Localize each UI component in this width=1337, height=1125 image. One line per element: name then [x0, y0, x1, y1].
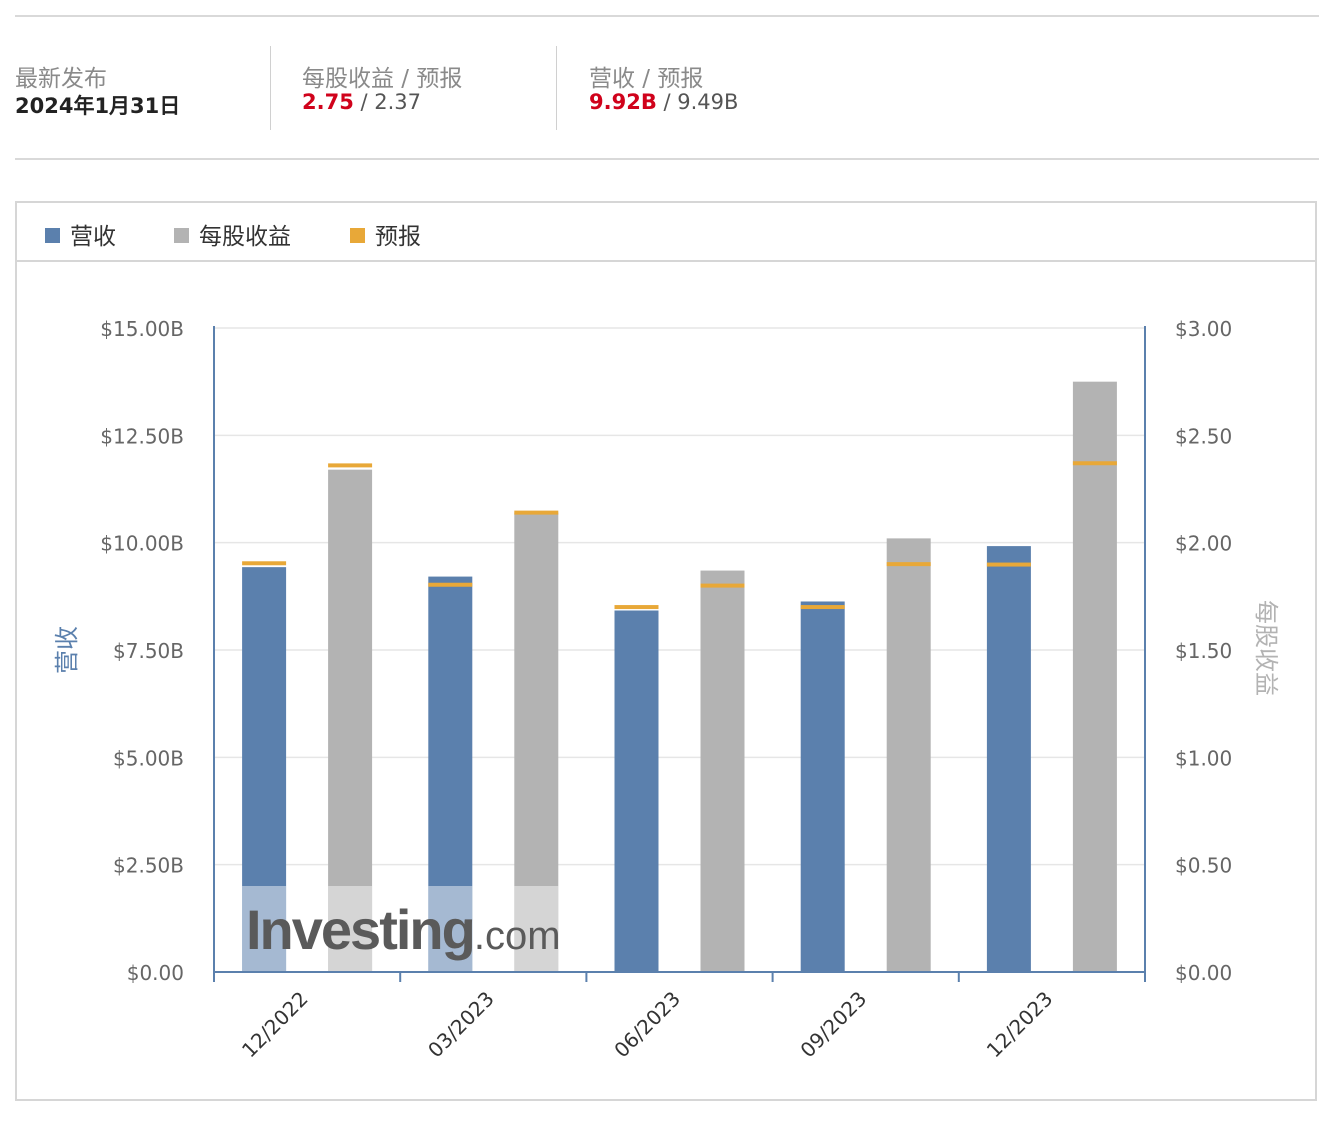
revenue-bar — [242, 567, 287, 972]
revenue-summary-label: 营收 / 预报 — [589, 66, 704, 92]
summary-divider — [15, 158, 1319, 160]
revenue-sep: / — [656, 90, 678, 114]
left-axis-tick-label: $5.00B — [113, 746, 184, 770]
eps-bar — [514, 512, 559, 972]
latest-release: 最新发布 2024年1月31日 — [15, 46, 265, 130]
eps-bar — [328, 469, 373, 972]
eps-summary-value: 2.75 / 2.37 — [302, 90, 421, 114]
eps-actual: 2.75 — [302, 90, 354, 114]
right-axis-tick-label: $1.50 — [1175, 639, 1232, 663]
eps-forecast: 2.37 — [374, 90, 422, 114]
right-axis-tick-label: $2.00 — [1175, 532, 1232, 556]
watermark-cover — [242, 886, 559, 972]
watermark-fade — [242, 886, 287, 972]
right-axis-tick-label: $0.00 — [1175, 961, 1232, 985]
latest-release-date: 2024年1月31日 — [15, 94, 181, 118]
revenue-forecast: 9.49B — [677, 90, 739, 114]
legend-item-revenue[interactable]: 营收 — [45, 217, 116, 251]
top-divider — [15, 15, 1319, 17]
bars — [242, 381, 1117, 973]
eps-forecast-marker — [514, 510, 559, 515]
eps-summary-label: 每股收益 / 预报 — [302, 66, 463, 92]
x-axis-tick-label: 12/2023 — [982, 987, 1058, 1063]
left-axis-title: 营收 — [53, 626, 81, 674]
x-axis-tick-label: 12/2022 — [237, 987, 313, 1063]
revenue-bar — [800, 601, 845, 972]
earnings-chart-panel: 营收 每股收益 预报 — [15, 201, 1317, 1101]
revenue-bar — [614, 610, 659, 972]
latest-release-label: 最新发布 — [15, 66, 107, 92]
legend-swatch-forecast — [350, 228, 365, 243]
left-axis-tick-label: $2.50B — [113, 854, 184, 878]
eps-bar — [886, 538, 931, 972]
legend-item-forecast[interactable]: 预报 — [350, 217, 421, 251]
legend-swatch-eps — [174, 228, 189, 243]
revenue-forecast-marker — [242, 561, 287, 566]
revenue-forecast-marker — [428, 582, 473, 587]
right-axis-tick-label: $3.00 — [1175, 317, 1232, 341]
eps-forecast-marker — [886, 562, 931, 567]
legend-item-eps[interactable]: 每股收益 — [174, 217, 291, 251]
x-axis-tick-label: 03/2023 — [423, 987, 499, 1063]
eps-bar — [1072, 381, 1117, 973]
summary-separator — [270, 46, 271, 130]
left-axis-tick-label: $0.00 — [127, 961, 184, 985]
eps-forecast-marker — [1072, 461, 1117, 466]
left-axis-tick-label: $7.50B — [113, 639, 184, 663]
x-axis-tick-label: 06/2023 — [609, 987, 685, 1063]
investing-logo-brand: Investing — [246, 898, 476, 961]
left-axis-tick-label: $10.00B — [100, 532, 184, 556]
revenue-forecast-marker — [986, 562, 1031, 567]
x-axis-tick-label: 09/2023 — [796, 987, 872, 1063]
right-axis-title: 每股收益 — [1252, 600, 1280, 696]
watermark-fade — [328, 886, 373, 972]
investing-logo: Investing.com — [246, 897, 561, 962]
chart-legend: 营收 每股收益 预报 — [17, 203, 1315, 262]
investing-logo-suffix: .com — [473, 914, 561, 958]
eps-bar — [700, 570, 745, 972]
left-axis-tick-label: $12.50B — [100, 424, 184, 448]
legend-label-eps: 每股收益 — [199, 224, 291, 250]
watermark-fade — [514, 886, 559, 972]
left-axis-tick-label: $15.00B — [100, 317, 184, 341]
summary-separator — [556, 46, 557, 130]
forecast-markers — [242, 461, 1117, 610]
eps-forecast-marker — [700, 583, 745, 588]
watermark-fade — [428, 886, 473, 972]
revenue-bar — [986, 546, 1031, 972]
legend-label-forecast: 预报 — [375, 224, 421, 250]
revenue-summary: 营收 / 预报 9.92B / 9.49B — [589, 46, 839, 130]
right-axis-tick-label: $2.50 — [1175, 424, 1232, 448]
revenue-forecast-marker — [614, 605, 659, 610]
legend-swatch-revenue — [45, 228, 60, 243]
revenue-summary-value: 9.92B / 9.49B — [589, 90, 738, 114]
eps-forecast-marker — [328, 463, 373, 468]
eps-sep: / — [353, 90, 375, 114]
revenue-actual: 9.92B — [589, 90, 657, 114]
axes — [213, 326, 1146, 982]
revenue-forecast-marker — [800, 605, 845, 610]
eps-summary: 每股收益 / 预报 2.75 / 2.37 — [302, 46, 552, 130]
right-axis-tick-label: $1.00 — [1175, 746, 1232, 770]
revenue-bar — [428, 576, 473, 972]
right-axis-tick-label: $0.50 — [1175, 854, 1232, 878]
legend-label-revenue: 营收 — [70, 224, 116, 250]
